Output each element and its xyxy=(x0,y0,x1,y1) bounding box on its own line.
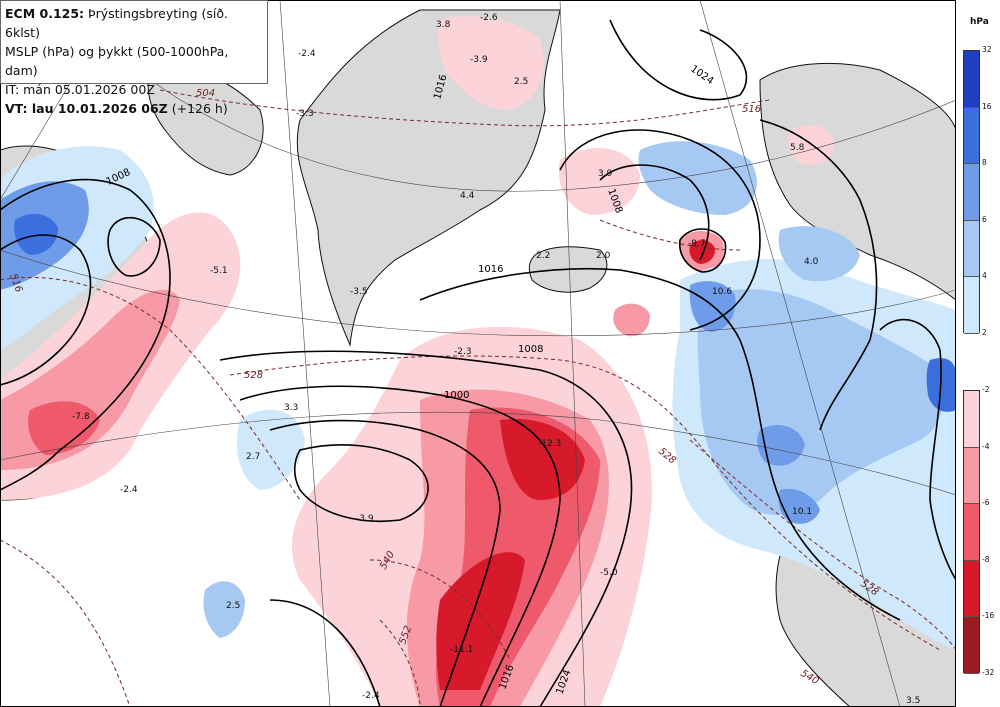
isobar-label: 1000 xyxy=(444,390,469,401)
lead-time: (+126 h) xyxy=(171,101,228,116)
fall-area-north xyxy=(559,148,640,215)
rise-tick-label: 8 xyxy=(982,158,987,168)
fall-tick-label: -8 xyxy=(982,554,990,564)
fall-color-segment xyxy=(964,504,979,561)
value-label: 4.0 xyxy=(804,257,819,267)
rise-area-south xyxy=(203,581,245,638)
value-label: -5.0 xyxy=(600,568,618,578)
value-label: -3.5 xyxy=(350,287,368,297)
value-label: 4.4 xyxy=(460,191,475,201)
field-description: Þrýstingsbreyting (síð. 6klst) xyxy=(5,6,228,40)
value-label: 2.5 xyxy=(226,601,240,611)
value-label: -2.3 xyxy=(454,347,472,357)
value-label: 10.6 xyxy=(712,287,732,297)
value-label: 2.7 xyxy=(246,452,260,462)
value-label: -12.3 xyxy=(538,439,561,449)
value-label: -3.3 xyxy=(296,109,314,119)
value-label: 3.9 xyxy=(598,169,613,179)
fall-color-segment xyxy=(964,391,979,448)
fall-tick-label: -32 xyxy=(982,668,995,677)
color-legend: hPa 32 16 8 6 4 2 -2 -4 -6 -8 -16 -32 xyxy=(956,0,1000,707)
thickness-label: 504 xyxy=(196,88,215,99)
scandinavia-land xyxy=(759,62,956,301)
value-label: -3.9 xyxy=(356,514,374,524)
value-label: -9.7 xyxy=(688,239,706,249)
isobar-label: 1008 xyxy=(518,344,543,355)
value-label: 3.8 xyxy=(436,20,451,30)
rise-area-east-3 xyxy=(689,281,820,524)
value-label: 2.2 xyxy=(536,251,550,261)
legend-unit: hPa xyxy=(970,17,989,27)
value-label: -5.1 xyxy=(210,266,228,276)
value-label: -2.6 xyxy=(480,13,498,23)
value-label: 10.1 xyxy=(792,507,812,517)
value-label: -7.8 xyxy=(72,412,90,422)
model-name: ECM 0.125: xyxy=(5,6,85,21)
fall-colorbar xyxy=(963,390,980,674)
rise-tick-label: 2 xyxy=(982,328,987,337)
rise-tick-label: 6 xyxy=(982,214,987,224)
rise-colorbar xyxy=(963,50,980,334)
fall-tick-label: -16 xyxy=(982,611,995,621)
map-title-box: ECM 0.125: Þrýstingsbreyting (síð. 6klst… xyxy=(0,0,268,116)
valid-time: VT: lau 10.01.2026 06Z xyxy=(5,101,168,116)
fall-area-main-4 xyxy=(436,419,585,690)
rise-area-scand xyxy=(778,226,860,282)
value-label: 5.8 xyxy=(790,143,805,153)
graticule xyxy=(0,0,956,707)
value-label: -2.4 xyxy=(120,485,138,495)
rise-color-segment xyxy=(964,107,979,165)
fall-area-small xyxy=(613,303,650,337)
value-label: -3.9 xyxy=(470,55,488,65)
initial-time: IT: mán 05.01.2026 00Z xyxy=(5,82,155,97)
fall-tick-label: -2 xyxy=(982,385,990,394)
thickness-label: 516 xyxy=(742,104,761,115)
fall-area-west-3 xyxy=(28,401,100,455)
valid-time-line: VT: lau 10.01.2026 06Z (+126 h) xyxy=(5,99,263,118)
value-label: -2.4 xyxy=(362,691,380,701)
rise-area-west-3 xyxy=(14,213,59,255)
rise-tick-label: 16 xyxy=(982,101,992,111)
rise-color-segment xyxy=(964,277,979,334)
tendency-value-labels: 3.8 -2.6 -2.4 -3.9 2.5 -3.3 4.4 3.9 5.8 … xyxy=(72,13,920,706)
rise-tick-label: 4 xyxy=(982,271,987,281)
rise-area-middle xyxy=(236,409,305,490)
fall-tick-label: -6 xyxy=(982,498,990,508)
isobar-label: 1016 xyxy=(478,264,503,275)
thickness-label: 528 xyxy=(244,370,263,381)
rise-area-east-2 xyxy=(697,289,944,515)
fall-color-segment xyxy=(964,617,979,674)
fall-area-greenland xyxy=(437,16,544,111)
value-label: -11.1 xyxy=(450,645,473,655)
rise-area-north-sea xyxy=(638,141,757,215)
title-line-2: MSLP (hPa) og þykkt (500-1000hPa, dam) xyxy=(5,44,229,78)
value-label: 3.5 xyxy=(906,696,920,706)
value-label: 2.0 xyxy=(596,251,611,261)
rise-tick-label: 32 xyxy=(982,45,992,54)
value-label: -2.4 xyxy=(298,49,316,59)
fall-tick-label: -4 xyxy=(982,441,990,451)
rise-color-segment xyxy=(964,51,979,108)
fall-color-segment xyxy=(964,560,979,618)
weather-map: 1024 1016 1008 1000 1008 1016 1024 1008 … xyxy=(0,0,956,707)
rise-color-segment xyxy=(964,164,979,221)
pressure-fall-shading xyxy=(0,16,835,707)
value-label: 2.5 xyxy=(514,77,528,87)
title-line-1: ECM 0.125: Þrýstingsbreyting (síð. 6klst… xyxy=(5,4,263,42)
rise-color-segment xyxy=(964,220,979,278)
value-label: 3.3 xyxy=(284,403,298,413)
isobar-contours xyxy=(0,19,956,707)
fall-color-segment xyxy=(964,447,979,505)
thickness-contours xyxy=(0,89,956,707)
